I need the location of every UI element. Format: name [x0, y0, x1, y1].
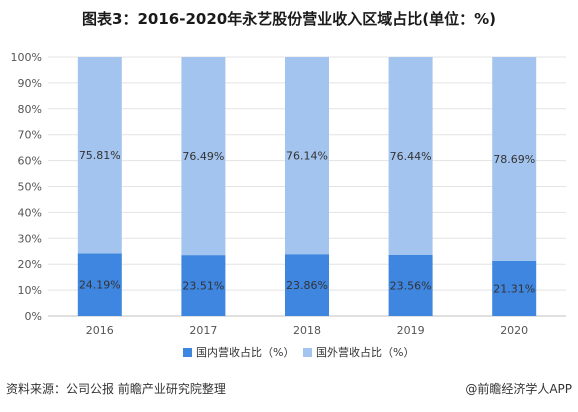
x-axis-ticks: 2016 2017 2018 2019 2020: [86, 324, 528, 337]
bar-domestic: [492, 260, 537, 316]
y-tick-label: 70%: [18, 129, 42, 142]
bars: 24.19% 75.81% 23.51% 76.49% 23.86% 76.14% 23.5…: [77, 57, 537, 316]
y-tick-label: 90%: [18, 77, 42, 90]
stacked-bar-chart: 0% 10% 20% 30% 40% 50% 60% 70% 80% 90% 100% 24.19%…: [11, 51, 566, 359]
data-label-foreign: 76.14%: [286, 150, 328, 163]
bar-foreign: [388, 57, 433, 255]
data-label-domestic: 24.19%: [79, 279, 121, 292]
y-tick-label: 40%: [18, 206, 42, 219]
x-tick-label: 2018: [293, 324, 321, 337]
bar-foreign: [181, 57, 226, 256]
data-label-foreign: 78.69%: [493, 153, 535, 166]
y-tick-label: 20%: [18, 258, 42, 271]
x-tick-label: 2020: [500, 324, 528, 337]
bar-domestic: [285, 254, 329, 316]
y-tick-label: 100%: [11, 51, 42, 64]
x-tick-label: 2017: [189, 324, 217, 337]
bar-domestic: [181, 255, 226, 316]
data-label-domestic: 21.31%: [493, 282, 535, 295]
legend-swatch-foreign: [303, 348, 312, 357]
chart-title: 图表3：2016-2020年永艺股份营业收入区域占比(单位：%): [82, 10, 496, 28]
data-label-domestic: 23.86%: [286, 279, 328, 292]
bar-foreign: [492, 57, 537, 261]
data-label-domestic: 23.56%: [390, 279, 432, 292]
data-label-domestic: 23.51%: [182, 280, 224, 293]
x-tick-label: 2016: [86, 324, 114, 337]
legend-label-domestic: 国内营收占比（%）: [196, 345, 294, 359]
source-note: 资料来源：公司公报 前瞻产业研究院整理: [6, 382, 226, 396]
y-tick-label: 10%: [18, 284, 42, 297]
y-tick-label: 60%: [18, 155, 42, 168]
legend-swatch-domestic: [183, 348, 192, 357]
bar-foreign: [77, 57, 122, 254]
bar-foreign: [285, 57, 329, 255]
data-label-foreign: 75.81%: [79, 149, 121, 162]
data-label-foreign: 76.49%: [182, 150, 224, 163]
bar-domestic: [388, 254, 433, 316]
bar-domestic: [77, 253, 122, 316]
footer: 资料来源：公司公报 前瞻产业研究院整理 @前瞻经济学人APP: [0, 380, 578, 404]
y-tick-label: 30%: [18, 232, 42, 245]
y-tick-label: 0%: [25, 310, 42, 323]
legend-label-foreign: 国外营收占比（%）: [316, 345, 414, 359]
brand-label: @前瞻经济学人APP: [465, 382, 572, 396]
x-tick-label: 2019: [397, 324, 425, 337]
y-axis-ticks: 0% 10% 20% 30% 40% 50% 60% 70% 80% 90% 100%: [11, 51, 42, 323]
legend: 国内营收占比（%） 国外营收占比（%）: [183, 345, 414, 359]
data-label-foreign: 76.44%: [390, 150, 432, 163]
y-tick-label: 50%: [18, 181, 42, 194]
y-tick-label: 80%: [18, 103, 42, 116]
